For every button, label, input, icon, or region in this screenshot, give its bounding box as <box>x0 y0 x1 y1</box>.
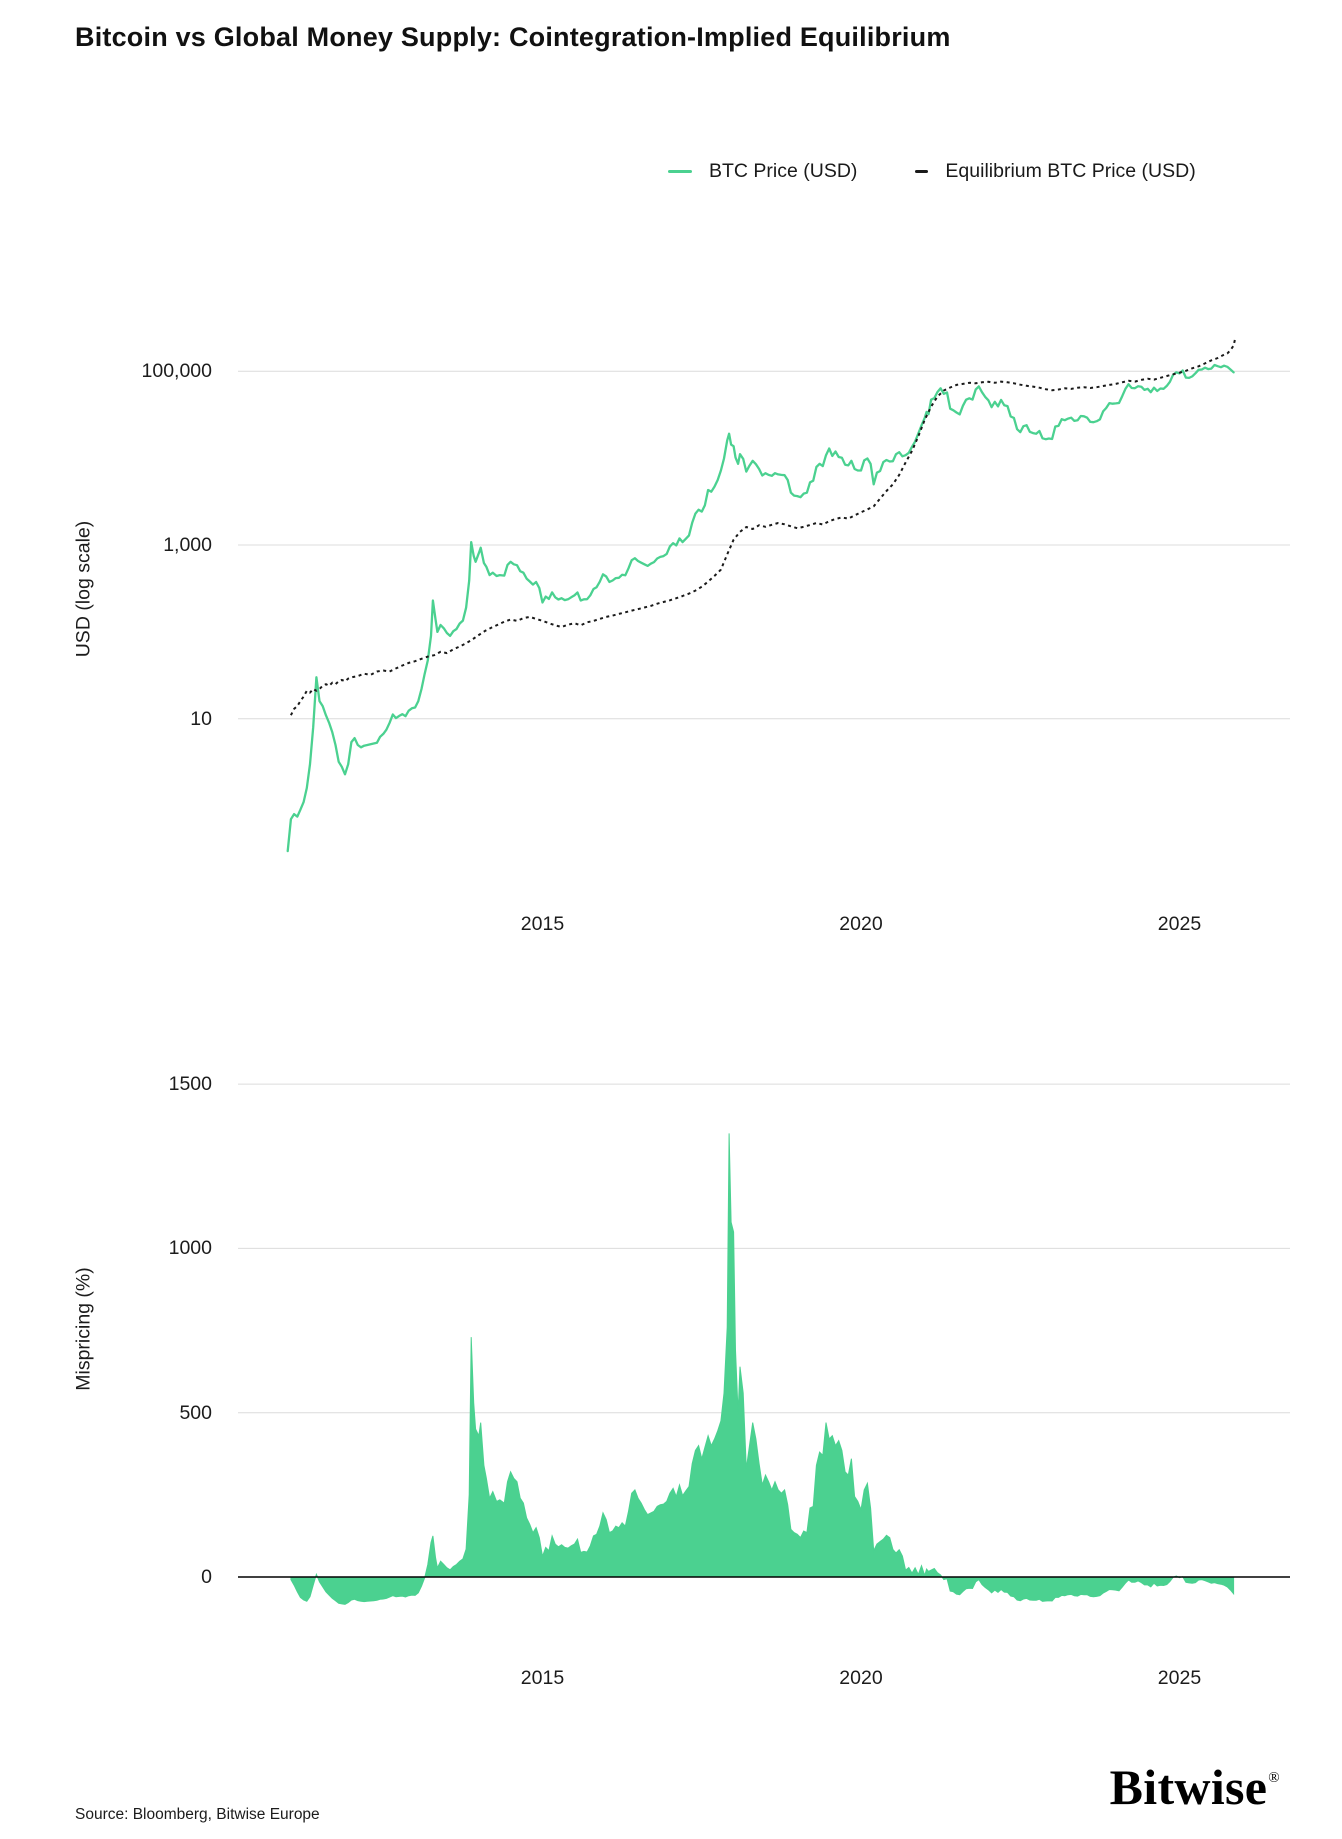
equilibrium-line-swatch-icon <box>915 170 929 173</box>
equilibrium-legend-label: Equilibrium BTC Price (USD) <box>945 160 1196 182</box>
mispricing-area <box>290 1133 1235 1605</box>
bitwise-logo-text: Bitwise <box>1109 1759 1268 1815</box>
registered-trademark-icon: ® <box>1268 1770 1280 1787</box>
source-note: Source: Bloomberg, Bitwise Europe <box>75 1806 320 1823</box>
equilibrium-price-line <box>290 339 1236 716</box>
chart-title: Bitcoin vs Global Money Supply: Cointegr… <box>75 22 951 52</box>
btc-price-legend-label: BTC Price (USD) <box>709 160 858 182</box>
legend: BTC Price (USD) Equilibrium BTC Price (U… <box>668 160 1196 183</box>
bitwise-logo: Bitwise® <box>1110 1758 1280 1816</box>
btc-price-line <box>286 363 1235 853</box>
btc-price-line-swatch-icon <box>668 170 692 173</box>
price-y-axis-label: USD (log scale) <box>72 520 95 658</box>
mispricing-y-axis-label: Mispricing (%) <box>72 1267 95 1391</box>
legend-item-btc-price: BTC Price (USD) <box>668 160 857 183</box>
legend-item-equilibrium-price: Equilibrium BTC Price (USD) <box>915 160 1196 183</box>
